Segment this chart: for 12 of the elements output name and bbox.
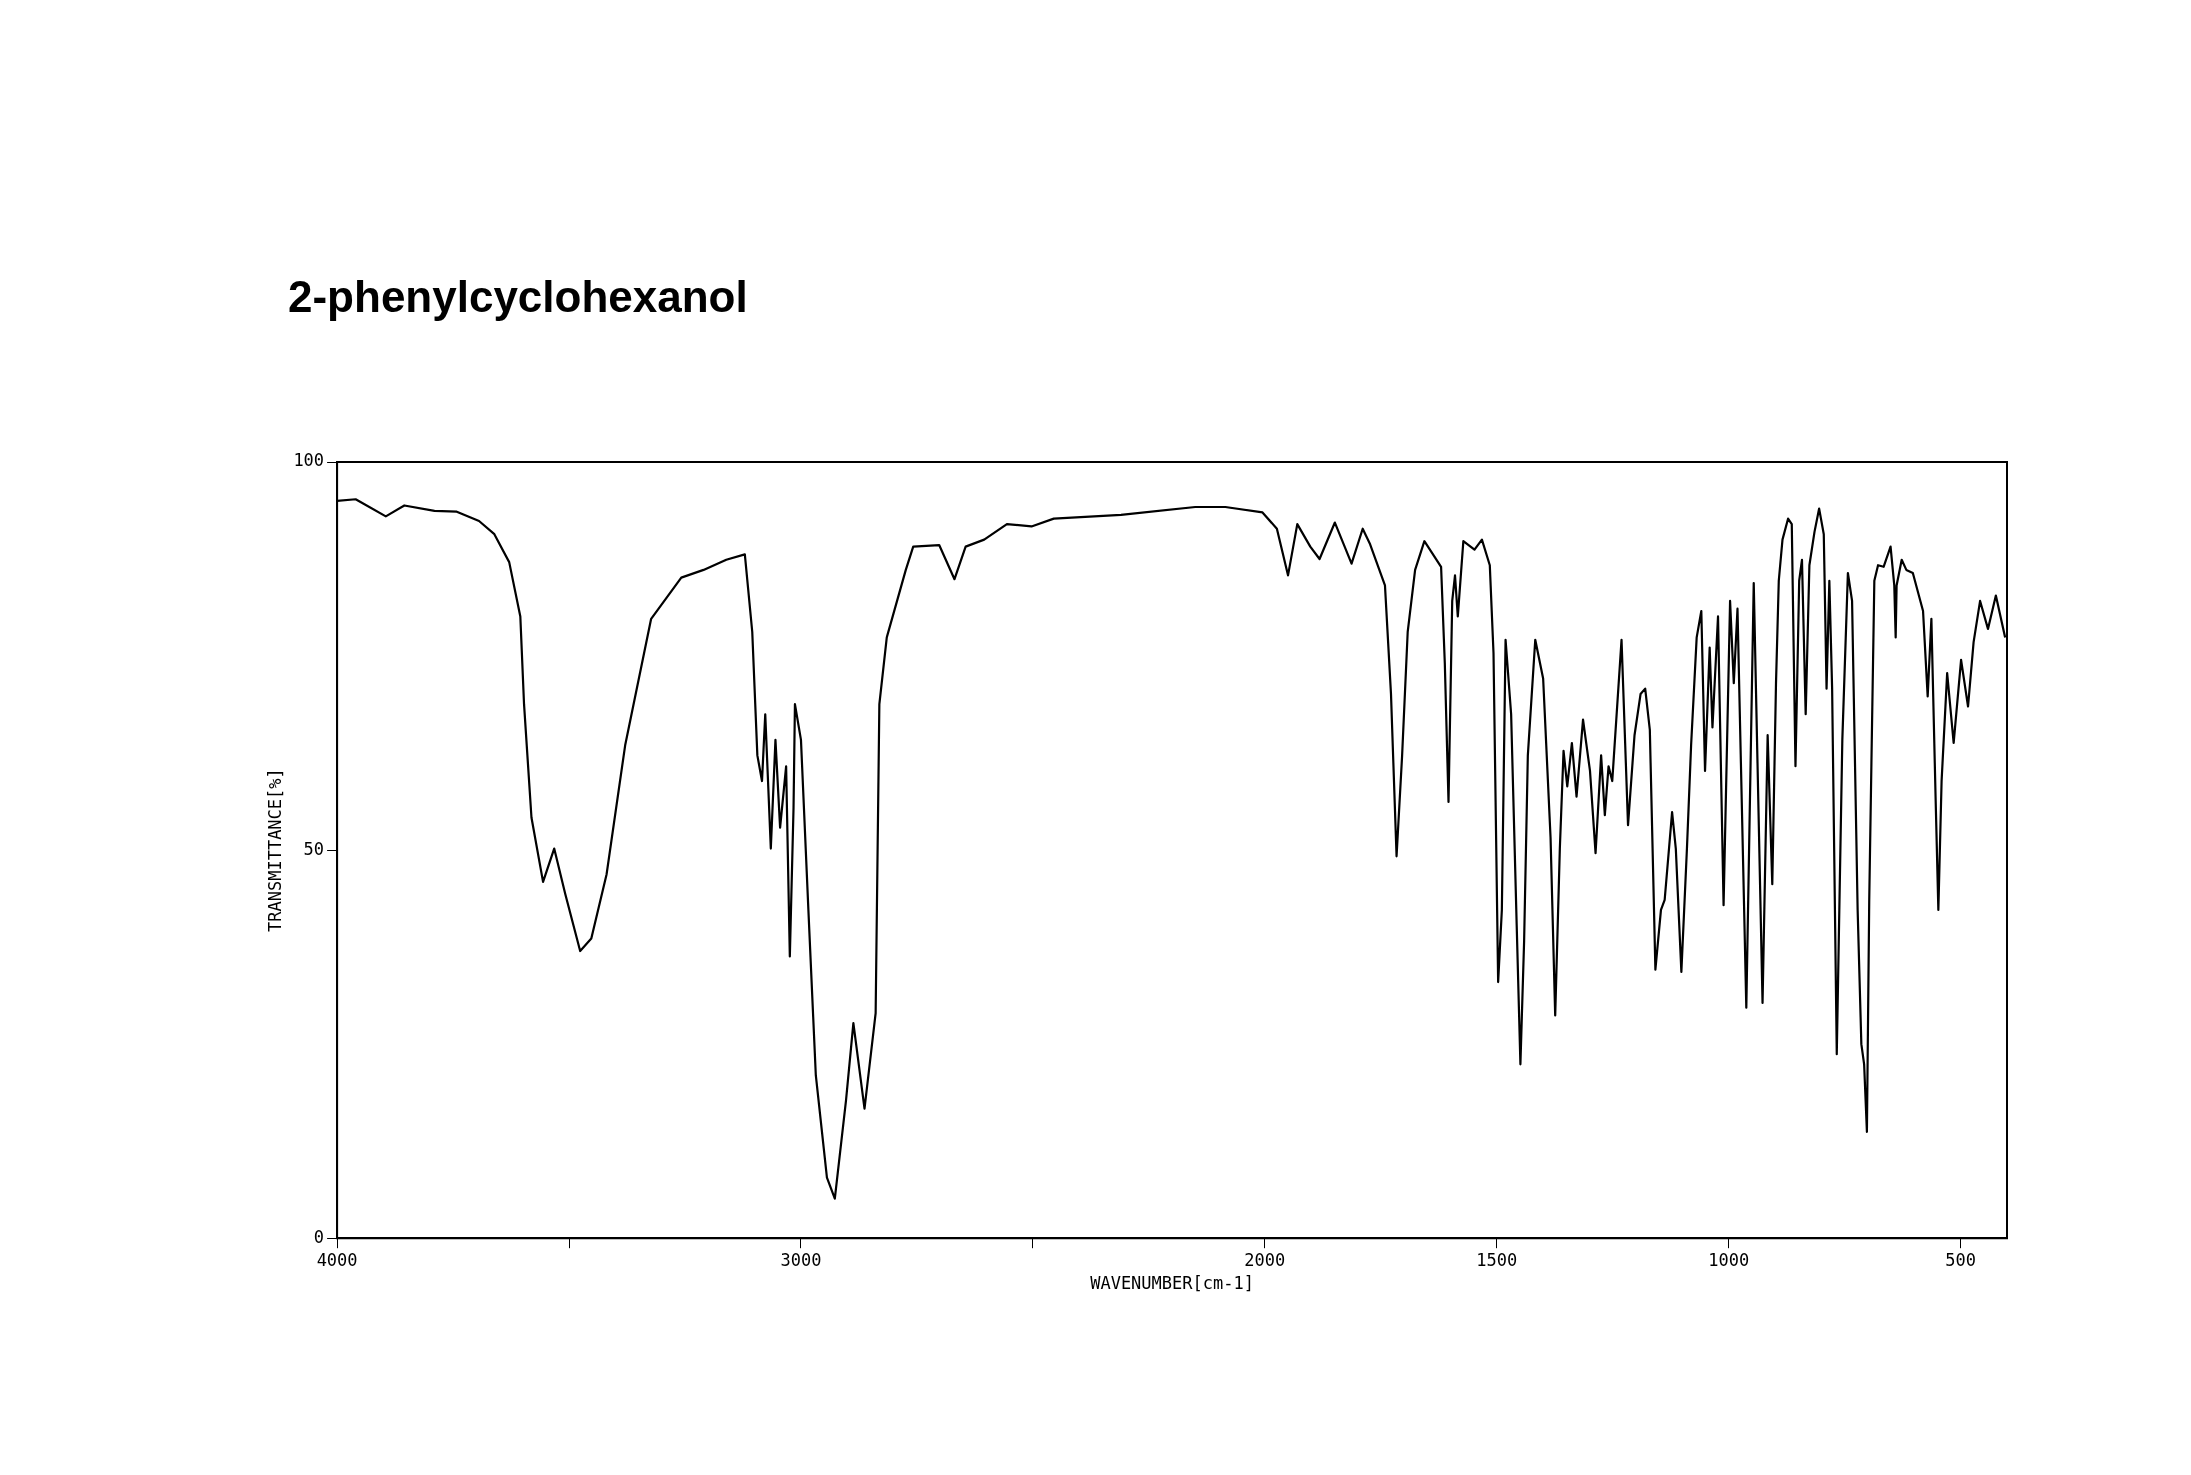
- x-tick-label: 4000: [316, 1249, 358, 1270]
- y-axis-title: TRANSMITTANCE[%]: [264, 768, 285, 932]
- x-tick-label: 1500: [1476, 1249, 1518, 1270]
- x-tick-label: 2000: [1244, 1249, 1286, 1270]
- x-tick-label: 500: [1945, 1249, 1976, 1270]
- y-tick-label: 100: [293, 450, 325, 471]
- x-tick-label: 1000: [1708, 1249, 1750, 1270]
- x-tick-label: 3000: [780, 1249, 822, 1270]
- y-tick-label: 0: [313, 1226, 325, 1247]
- y-tick-label: 50: [303, 838, 325, 859]
- chart-title: 2-phenylcyclohexanol: [288, 272, 748, 322]
- x-axis-title: WAVENUMBER[cm-1]: [1090, 1273, 1254, 1294]
